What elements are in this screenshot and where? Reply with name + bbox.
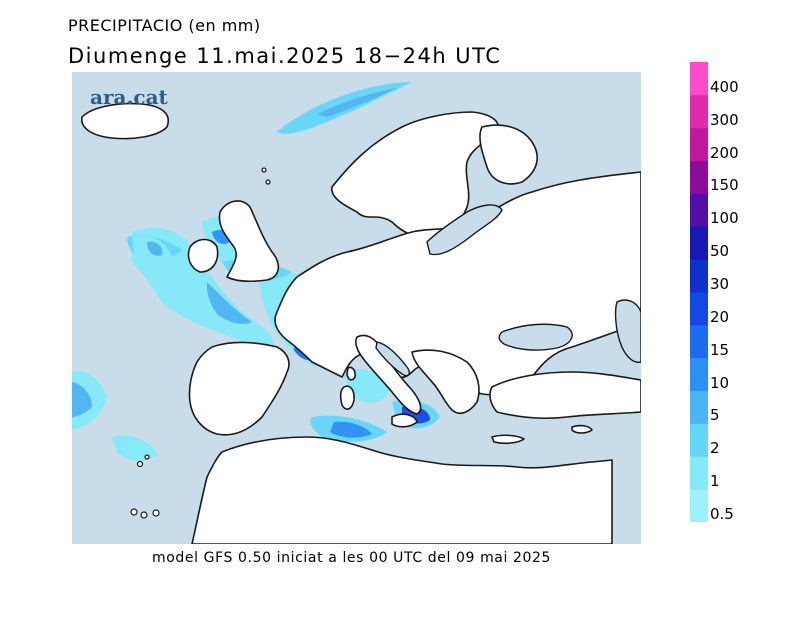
legend-swatch-20 [690, 292, 708, 326]
legend-swatch-150 [690, 160, 708, 194]
land-sardinia [339, 385, 355, 410]
precipitation-legend [690, 62, 708, 522]
land-finland [479, 124, 538, 185]
caspian-sea [614, 299, 641, 363]
legend-swatch-100 [690, 193, 708, 227]
land-north-africa [191, 436, 613, 544]
precip-area-atlantic-south [112, 435, 157, 461]
inland-seas [375, 204, 641, 377]
precip-area-biscay-core [206, 282, 252, 325]
legend-swatch-30 [690, 259, 708, 293]
land-ireland [187, 238, 219, 273]
adriatic-sea [375, 341, 410, 377]
legend-label-300: 300 [710, 110, 739, 129]
land-corsica [346, 366, 356, 381]
legend-label-20: 20 [710, 307, 730, 326]
legend-swatch-2 [690, 423, 708, 457]
island-canary-2 [140, 511, 148, 519]
legend-swatch-15 [690, 324, 708, 359]
land-iceland [81, 102, 169, 140]
legend-label-1: 1 [710, 472, 720, 491]
chart-subtitle: Diumenge 11.mai.2025 18−24h UTC [68, 44, 502, 68]
precip-area-iberia-west-core [72, 382, 92, 417]
legend-swatch-400 [690, 62, 708, 96]
legend-swatch-1 [690, 456, 708, 490]
legend-label-150: 150 [710, 176, 739, 195]
island-canary-3 [152, 509, 160, 517]
chart-title: PRECIPITACIO (en mm) [68, 16, 261, 35]
baltic-sea [426, 204, 503, 256]
precip-area-north-atlantic-core [317, 88, 397, 117]
island-faroe [261, 167, 267, 173]
island-shetland [265, 179, 271, 185]
land-balkans-greece [411, 349, 480, 414]
precipitation-map: ara.cat [72, 72, 641, 544]
legend-swatch-10 [690, 357, 708, 392]
legend-swatch-0.5 [690, 489, 708, 522]
small-islands [130, 167, 271, 519]
land-scandinavia [331, 111, 499, 239]
black-sea [498, 323, 573, 351]
ara-cat-logo: ara.cat [90, 85, 169, 109]
legend-swatch-50 [690, 226, 708, 260]
land-iberia [188, 341, 290, 436]
legend-swatches [690, 62, 708, 522]
land-turkey [489, 371, 641, 419]
legend-label-10: 10 [710, 373, 730, 392]
legend-label-5: 5 [710, 406, 720, 425]
legend-label-30: 30 [710, 275, 730, 293]
legend-label-100: 100 [710, 209, 739, 228]
legend-label-15: 15 [710, 340, 730, 359]
model-run-info: model GFS 0.50 iniciat a les 00 UTC del … [152, 550, 552, 566]
legend-swatch-300 [690, 94, 708, 129]
legend-swatch-5 [690, 390, 708, 424]
land-great-britain [218, 200, 280, 283]
legend-label-400: 400 [710, 77, 739, 96]
precip-area-ireland-core [147, 241, 163, 256]
land-sicily [391, 413, 418, 428]
precip-area-north-africa-core [330, 421, 372, 438]
legend-label-0.5: 0.5 [710, 505, 734, 523]
legend-label-200: 200 [710, 143, 739, 162]
legend-label-2: 2 [710, 439, 720, 458]
legend-swatch-200 [690, 127, 708, 162]
island-azores [144, 454, 150, 460]
island-canary-1 [130, 508, 138, 516]
island-madeira [136, 460, 144, 468]
land-cyprus [571, 424, 593, 434]
land-crete [491, 434, 525, 445]
legend-label-50: 50 [710, 242, 730, 261]
